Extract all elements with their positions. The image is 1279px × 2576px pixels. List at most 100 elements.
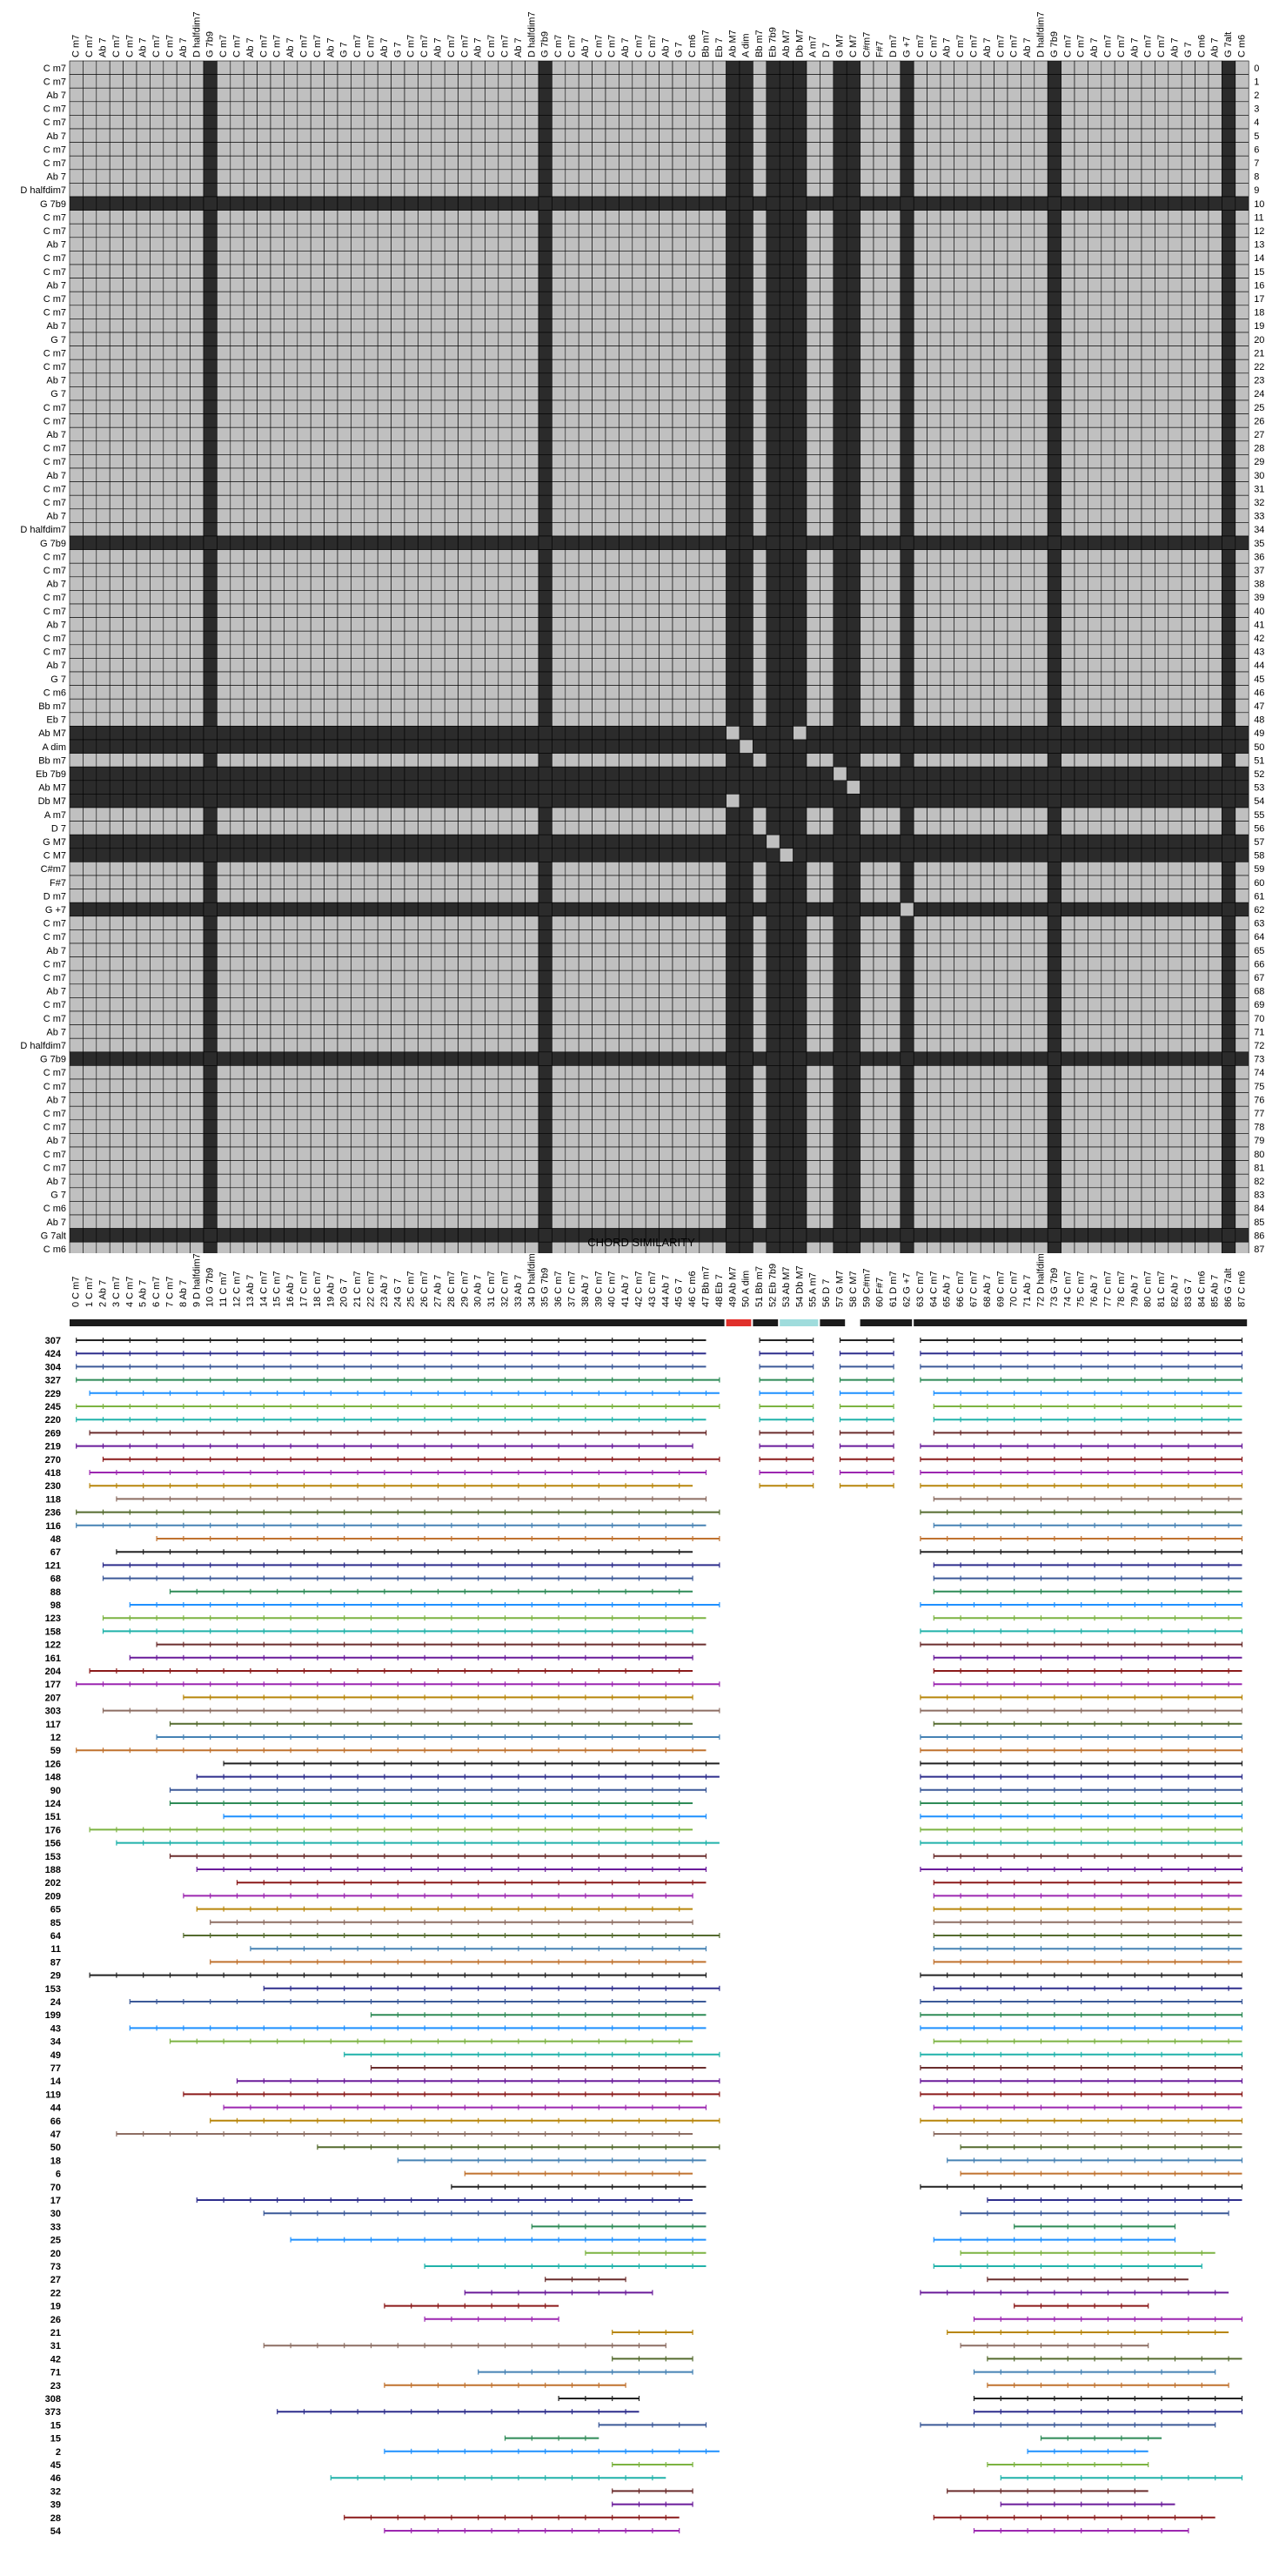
heatmap-cell — [310, 426, 325, 442]
heatmap-cell — [793, 345, 807, 360]
heatmap-cell — [686, 562, 700, 578]
heatmap-cell — [391, 264, 405, 278]
heatmap-cell — [123, 264, 137, 278]
heatmap-cell — [672, 494, 686, 510]
heatmap-cell — [900, 671, 914, 686]
right-index-label: 12 — [1254, 226, 1264, 237]
heatmap-cell — [1208, 264, 1222, 278]
heatmap-cell — [337, 291, 352, 306]
heatmap-cell — [1101, 345, 1115, 360]
heatmap-cell — [980, 169, 994, 184]
heatmap-cell — [1034, 753, 1048, 768]
right-index-label: 18 — [1254, 308, 1264, 319]
heatmap-cell — [391, 386, 405, 401]
heatmap-cell — [592, 142, 606, 157]
heatmap-cell — [645, 115, 660, 130]
heatmap-cell — [954, 305, 968, 319]
heatmap-cell — [739, 739, 753, 754]
heatmap-cell — [230, 590, 244, 605]
heatmap-cell — [1074, 712, 1088, 727]
heatmap-cell — [940, 780, 954, 795]
heatmap-cell — [619, 413, 633, 428]
heatmap-cell — [297, 426, 311, 442]
heatmap-cell — [846, 196, 860, 211]
heatmap-cell — [1101, 494, 1115, 510]
heatmap-cell — [833, 522, 847, 537]
heatmap-cell — [552, 630, 566, 646]
heatmap-cell — [1074, 196, 1088, 211]
heatmap-cell — [297, 481, 311, 496]
heatmap-cell — [337, 237, 352, 252]
heatmap-cell — [552, 87, 566, 103]
heatmap-cell — [485, 251, 499, 265]
heatmap-cell — [444, 372, 459, 387]
heatmap-cell — [284, 658, 298, 673]
heatmap-cell — [351, 128, 365, 143]
heatmap-cell — [498, 359, 512, 374]
heatmap-cell — [83, 603, 97, 618]
heatmap-cell — [458, 169, 472, 184]
right-index-label: 85 — [1254, 1218, 1264, 1228]
heatmap-cell — [739, 508, 753, 523]
heatmap-cell — [753, 399, 767, 414]
heatmap-cell — [337, 576, 352, 591]
heatmap-cell — [418, 698, 432, 714]
heatmap-cell — [377, 562, 392, 578]
heatmap-cell — [1181, 617, 1195, 632]
heatmap-cell — [284, 644, 298, 659]
top-chord-label: C m7 — [607, 35, 618, 57]
heatmap-cell — [793, 454, 807, 469]
heatmap-cell — [83, 386, 97, 401]
heatmap-cell — [364, 644, 378, 659]
heatmap-cell — [712, 264, 727, 278]
left-chord-label: C m7 — [44, 593, 66, 603]
heatmap-cell — [659, 74, 673, 89]
heatmap-cell — [310, 739, 325, 754]
heatmap-cell — [1195, 101, 1209, 116]
heatmap-cell — [739, 726, 753, 741]
heatmap-cell — [1114, 617, 1128, 632]
heatmap-cell — [739, 685, 753, 700]
heatmap-cell — [739, 278, 753, 292]
heatmap-cell — [565, 603, 579, 618]
heatmap-cell — [980, 766, 994, 782]
top-chord-label: C m7 — [969, 35, 980, 57]
heatmap-cell — [659, 508, 673, 523]
heatmap-cell — [176, 590, 191, 605]
heatmap-cell — [257, 426, 271, 442]
heatmap-cell — [96, 183, 110, 198]
heatmap-cell — [150, 481, 164, 496]
heatmap-cell — [1021, 440, 1035, 455]
heatmap-cell — [69, 115, 84, 130]
heatmap-cell — [1021, 101, 1035, 116]
heatmap-cell — [391, 372, 405, 387]
heatmap-cell — [485, 223, 499, 238]
heatmap-cell — [1195, 426, 1209, 442]
heatmap-cell — [900, 345, 914, 360]
heatmap-cell — [1128, 278, 1142, 292]
heatmap-cell — [337, 603, 352, 618]
heatmap-cell — [739, 467, 753, 482]
heatmap-cell — [1195, 169, 1209, 184]
heatmap-cell — [525, 630, 539, 646]
heatmap-cell — [83, 155, 97, 171]
heatmap-cell — [431, 332, 445, 346]
heatmap-cell — [913, 345, 927, 360]
heatmap-cell — [190, 372, 204, 387]
heatmap-cell — [1101, 210, 1115, 225]
heatmap-cell — [672, 467, 686, 482]
heatmap-cell — [203, 87, 218, 103]
heatmap-cell — [927, 766, 941, 782]
heatmap-cell — [1181, 128, 1195, 143]
heatmap-cell — [418, 210, 432, 225]
heatmap-cell — [136, 494, 151, 510]
heatmap-cell — [860, 372, 874, 387]
heatmap-cell — [1168, 264, 1182, 278]
heatmap-cell — [176, 508, 191, 523]
heatmap-cell — [980, 549, 994, 564]
heatmap-cell — [96, 345, 110, 360]
heatmap-cell — [1128, 644, 1142, 659]
heatmap-cell — [109, 617, 124, 632]
heatmap-cell — [578, 562, 593, 578]
heatmap-cell — [967, 128, 981, 143]
